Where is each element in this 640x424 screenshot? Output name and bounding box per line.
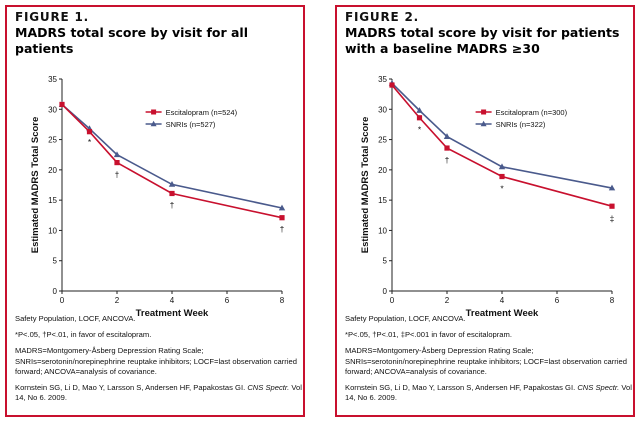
y-tick-label: 10 <box>48 226 57 235</box>
note-abbreviations: MADRS=Montgomery-Åsberg Depression Ratin… <box>345 346 627 376</box>
significance-mark: † <box>445 155 450 165</box>
x-tick-label: 0 <box>390 296 395 305</box>
x-tick-label: 8 <box>610 296 615 305</box>
x-tick-label: 2 <box>445 296 450 305</box>
y-tick-label: 5 <box>383 257 388 266</box>
legend-marker-square <box>151 109 157 115</box>
data-point-square <box>114 159 120 166</box>
y-tick-label: 10 <box>378 226 387 235</box>
legend-label: Escitalopram (n=524) <box>166 108 238 117</box>
y-tick-label: 35 <box>378 75 387 84</box>
significance-mark: * <box>88 137 92 147</box>
figure-title: MADRS total score by visit for patients … <box>345 25 620 56</box>
figure-2-panel: FIGURE 2. MADRS total score by visit for… <box>335 5 635 417</box>
x-tick-label: 0 <box>60 296 65 305</box>
y-tick-label: 0 <box>53 287 58 296</box>
figure-1-panel: FIGURE 1. MADRS total score by visit for… <box>5 5 305 417</box>
data-point-triangle <box>168 180 176 187</box>
data-point-square <box>609 203 615 209</box>
citation-volume: Vol 14, No 6. 2009. <box>345 383 632 403</box>
data-point-triangle <box>278 204 286 211</box>
citation-authors: Kornstein SG, Li D, Mao Y, Larsson S, An… <box>345 383 576 393</box>
y-tick-label: 15 <box>48 196 57 205</box>
note-citation: Kornstein SG, Li D, Mao Y, Larsson S, An… <box>15 383 303 403</box>
figure-label: FIGURE 2. <box>345 10 419 24</box>
series-line-1 <box>391 82 613 189</box>
data-point-triangle <box>608 184 616 191</box>
note-abbreviations: MADRS=Montgomery-Åsberg Depression Ratin… <box>15 346 297 376</box>
y-tick-label: 30 <box>378 105 387 114</box>
y-axis-title: Estimated MADRS Total Score <box>30 117 41 254</box>
y-tick-label: 25 <box>48 136 57 145</box>
significance-mark: † <box>170 200 175 210</box>
significance-mark: † <box>280 224 285 234</box>
x-tick-label: 4 <box>500 296 505 305</box>
x-axis-title: Treatment Week <box>136 308 209 319</box>
note-population: Safety Population, LOCF, ANCOVA. <box>15 314 136 323</box>
legend-marker-square <box>481 109 487 115</box>
x-axis-title: Treatment Week <box>466 308 539 319</box>
note-population: Safety Population, LOCF, ANCOVA. <box>345 314 466 323</box>
y-axis-title: Estimated MADRS Total Score <box>360 117 371 254</box>
significance-mark: ‡ <box>610 213 615 223</box>
legend-marker-triangle <box>150 120 157 127</box>
x-tick-label: 2 <box>115 296 120 305</box>
citation-volume: Vol 14, No 6. 2009. <box>15 383 302 403</box>
significance-mark: * <box>418 124 422 134</box>
citation-authors: Kornstein SG, Li D, Mao Y, Larsson S, An… <box>15 383 246 393</box>
citation-journal: CNS Spectr. <box>577 383 620 393</box>
y-tick-label: 5 <box>53 257 58 266</box>
citation-journal: CNS Spectr. <box>247 383 290 393</box>
data-point-triangle <box>416 107 423 113</box>
note-significance: *P<.05, †P<.01, in favor of escitalopram… <box>15 330 152 340</box>
y-tick-label: 35 <box>48 75 57 84</box>
significance-mark: * <box>500 184 504 194</box>
x-tick-label: 6 <box>225 296 230 305</box>
data-point-triangle <box>443 133 451 139</box>
legend-label: SNRIs (n=527) <box>166 120 216 129</box>
data-point-square <box>86 129 93 135</box>
data-point-triangle <box>113 151 121 158</box>
figure-label: FIGURE 1. <box>15 10 89 24</box>
y-tick-label: 15 <box>378 196 387 205</box>
figure-title: MADRS total score by visit for all patie… <box>15 25 248 56</box>
data-point-square <box>416 115 423 121</box>
x-tick-label: 8 <box>280 296 285 305</box>
data-point-square <box>169 190 175 197</box>
figure-notes: Safety Population, LOCF, ANCOVA. *P<.05,… <box>345 314 633 409</box>
x-tick-label: 4 <box>170 296 175 305</box>
legend-marker-triangle <box>480 120 487 127</box>
data-point-square <box>279 215 285 221</box>
y-tick-label: 20 <box>48 166 57 175</box>
note-significance: *P<.05, †P<.01, ‡P<.001 in favor of esci… <box>345 330 512 340</box>
note-citation: Kornstein SG, Li D, Mao Y, Larsson S, An… <box>345 383 633 403</box>
figure-notes: Safety Population, LOCF, ANCOVA. *P<.05,… <box>15 314 303 409</box>
significance-mark: † <box>115 170 120 180</box>
y-tick-label: 20 <box>378 166 387 175</box>
data-point-square <box>389 82 395 88</box>
y-tick-label: 0 <box>383 287 388 296</box>
y-tick-label: 25 <box>378 136 387 145</box>
chart-figure-1: 0 5 10 15 20 25 30 35 0 2 4 6 8 Treatment Week Estimat… <box>30 75 286 319</box>
data-point-triangle <box>498 163 506 170</box>
data-point-square <box>444 145 450 151</box>
chart-figure-2: 0 5 10 15 20 25 30 35 0 2 4 6 8 Treatment Week Estimat… <box>360 75 616 319</box>
x-tick-label: 6 <box>555 296 560 305</box>
y-tick-label: 30 <box>48 105 57 114</box>
legend-label: Escitalopram (n=300) <box>496 108 568 117</box>
data-point-square <box>499 173 505 180</box>
legend-label: SNRIs (n=322) <box>496 120 546 129</box>
data-point-square <box>59 101 65 108</box>
